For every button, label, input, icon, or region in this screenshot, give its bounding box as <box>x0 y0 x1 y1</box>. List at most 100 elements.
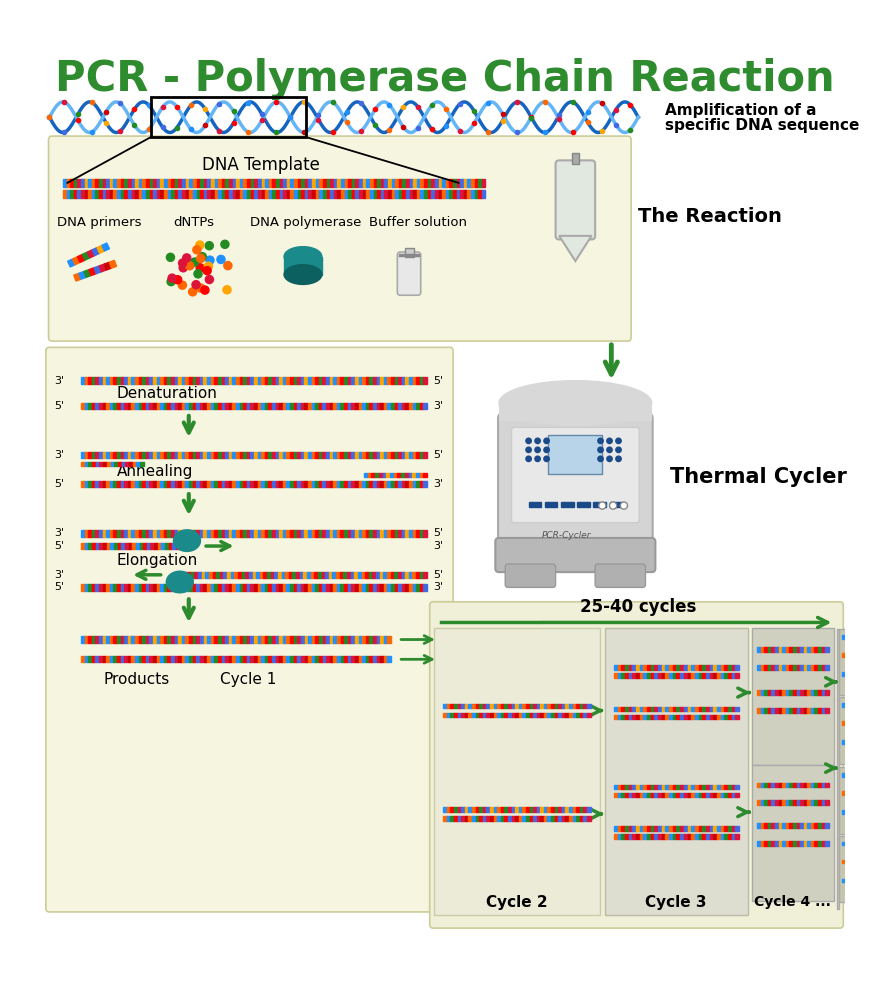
Bar <box>197 453 200 458</box>
Bar <box>846 740 850 743</box>
Bar <box>114 543 117 549</box>
Bar <box>460 189 464 197</box>
Text: Buffer solution: Buffer solution <box>369 216 467 229</box>
Bar <box>721 666 724 669</box>
Bar <box>243 453 247 458</box>
Bar <box>614 834 618 839</box>
Bar <box>351 572 354 578</box>
Bar <box>344 656 348 663</box>
Bar <box>779 666 782 669</box>
Bar <box>99 378 102 384</box>
Bar <box>225 636 229 643</box>
Bar <box>883 740 886 743</box>
Bar <box>643 715 647 719</box>
Bar <box>192 453 197 458</box>
Bar <box>640 666 643 669</box>
Bar <box>814 823 818 828</box>
Bar <box>225 378 229 384</box>
Bar <box>850 842 854 845</box>
FancyBboxPatch shape <box>434 628 600 915</box>
Bar <box>265 481 269 487</box>
Bar <box>380 453 384 458</box>
Bar <box>702 793 706 798</box>
Bar <box>355 178 359 187</box>
Bar <box>211 656 214 663</box>
Bar <box>232 378 236 384</box>
Bar <box>139 530 142 536</box>
Bar <box>132 481 135 487</box>
Bar <box>811 708 814 713</box>
Bar <box>854 773 857 777</box>
Bar <box>153 178 157 187</box>
Bar <box>406 178 409 187</box>
Bar <box>508 704 512 708</box>
Circle shape <box>198 252 206 260</box>
Bar <box>842 879 846 882</box>
Bar <box>640 834 643 839</box>
Bar <box>494 808 498 811</box>
Bar <box>150 530 153 536</box>
Bar <box>325 572 328 578</box>
Bar <box>164 636 167 643</box>
Text: Cycle 3: Cycle 3 <box>645 894 707 909</box>
Bar <box>373 402 376 409</box>
Bar <box>658 707 662 711</box>
Bar <box>182 453 185 458</box>
Bar <box>861 740 864 743</box>
Bar <box>257 585 261 591</box>
Bar <box>348 453 352 458</box>
Bar <box>547 704 551 708</box>
Bar <box>379 472 383 477</box>
Text: 3': 3' <box>54 451 65 460</box>
Bar <box>861 792 864 795</box>
Text: Cycle 2: Cycle 2 <box>486 894 547 909</box>
Bar <box>636 715 640 719</box>
Bar <box>544 704 547 708</box>
Bar <box>676 793 680 798</box>
Bar <box>673 793 676 798</box>
Bar <box>92 462 96 466</box>
Bar <box>274 572 278 578</box>
Bar <box>732 707 735 711</box>
Bar <box>501 816 505 820</box>
Bar <box>481 178 485 187</box>
Bar <box>472 808 475 811</box>
Bar <box>150 178 153 187</box>
Bar <box>262 636 265 643</box>
Bar <box>692 673 695 677</box>
Bar <box>222 656 225 663</box>
Bar <box>640 715 643 719</box>
Bar <box>869 792 872 795</box>
Bar <box>821 647 825 652</box>
Bar <box>666 666 669 669</box>
Bar <box>330 189 334 197</box>
Bar <box>333 378 337 384</box>
Bar <box>192 585 197 591</box>
Bar <box>366 636 369 643</box>
Bar <box>391 453 394 458</box>
Bar <box>666 793 669 798</box>
Bar <box>218 585 222 591</box>
Bar <box>333 530 337 536</box>
Bar <box>362 189 367 197</box>
Bar <box>424 585 427 591</box>
Bar <box>340 572 344 578</box>
Bar <box>772 708 775 713</box>
Bar <box>402 178 406 187</box>
Bar <box>804 800 807 805</box>
Bar <box>229 378 232 384</box>
Bar <box>269 585 272 591</box>
Bar <box>380 481 384 487</box>
Bar <box>352 585 355 591</box>
Bar <box>569 808 572 811</box>
Bar <box>102 453 106 458</box>
Bar <box>85 402 88 409</box>
Bar <box>329 585 333 591</box>
Bar <box>92 585 95 591</box>
Bar <box>216 572 220 578</box>
Bar <box>164 530 167 536</box>
Bar <box>879 740 883 743</box>
Bar <box>765 708 768 713</box>
Bar <box>775 841 779 846</box>
Bar <box>206 572 209 578</box>
